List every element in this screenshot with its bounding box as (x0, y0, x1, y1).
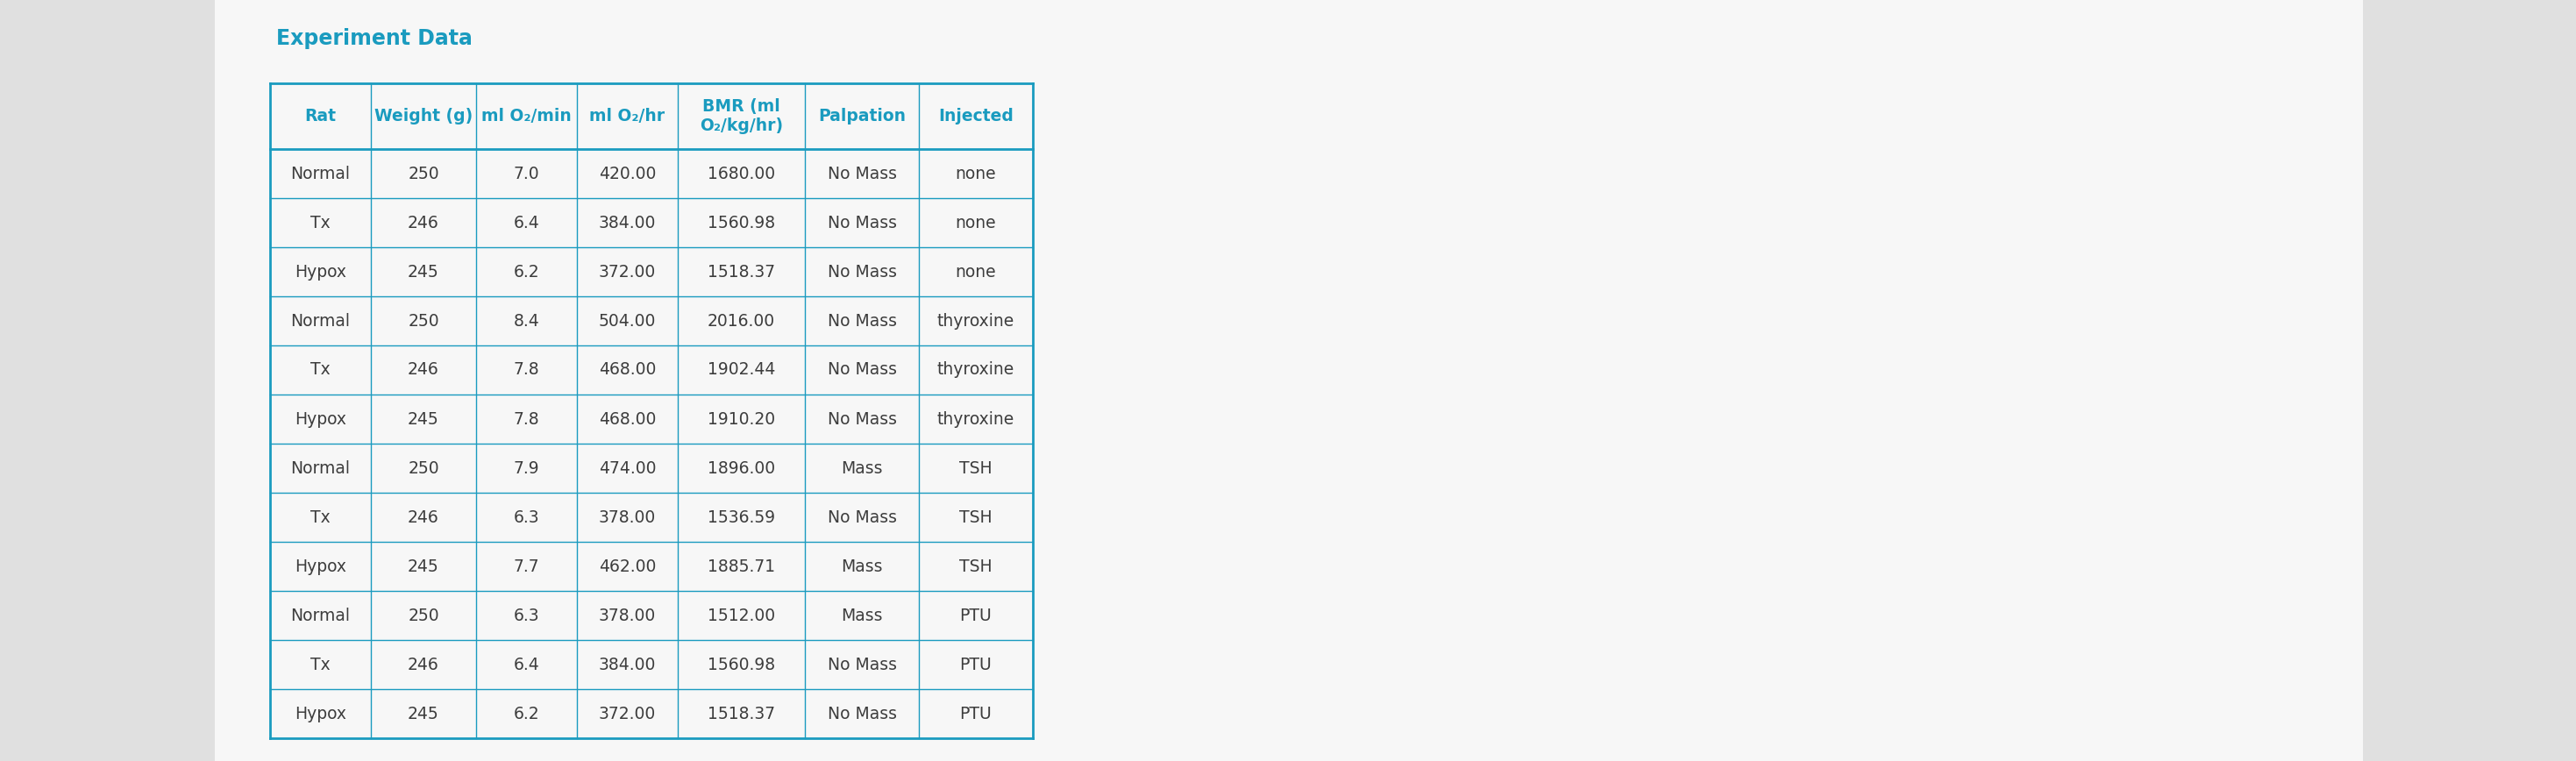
Text: thyroxine: thyroxine (938, 313, 1015, 330)
Text: 1902.44: 1902.44 (708, 361, 775, 378)
Text: No Mass: No Mass (827, 656, 896, 673)
Text: 1560.98: 1560.98 (708, 215, 775, 231)
Text: 1518.37: 1518.37 (708, 263, 775, 280)
Text: 6.3: 6.3 (513, 607, 538, 624)
Text: BMR (ml
O₂/kg/hr): BMR (ml O₂/kg/hr) (701, 98, 783, 134)
Text: Rat: Rat (304, 108, 337, 125)
Text: No Mass: No Mass (827, 509, 896, 526)
Text: No Mass: No Mass (827, 215, 896, 231)
Text: 1518.37: 1518.37 (708, 705, 775, 722)
Text: 468.00: 468.00 (598, 361, 657, 378)
Text: ml O₂/hr: ml O₂/hr (590, 108, 665, 125)
Text: 1885.71: 1885.71 (708, 558, 775, 575)
Text: 250: 250 (407, 607, 438, 624)
Text: 6.4: 6.4 (513, 656, 538, 673)
Text: Tx: Tx (312, 656, 330, 673)
Text: 7.7: 7.7 (513, 558, 538, 575)
Text: none: none (956, 215, 997, 231)
Text: Hypox: Hypox (294, 558, 345, 575)
Text: 250: 250 (407, 460, 438, 476)
Text: thyroxine: thyroxine (938, 411, 1015, 428)
Text: 245: 245 (407, 705, 438, 722)
Text: Normal: Normal (291, 607, 350, 624)
Text: Tx: Tx (312, 215, 330, 231)
Text: 384.00: 384.00 (598, 215, 657, 231)
Text: No Mass: No Mass (827, 705, 896, 722)
Text: thyroxine: thyroxine (938, 361, 1015, 378)
Text: 245: 245 (407, 411, 438, 428)
Text: 250: 250 (407, 165, 438, 182)
Text: No Mass: No Mass (827, 165, 896, 182)
Text: 378.00: 378.00 (598, 509, 657, 526)
Text: Normal: Normal (291, 165, 350, 182)
Text: 7.9: 7.9 (513, 460, 538, 476)
Text: 1896.00: 1896.00 (708, 460, 775, 476)
Text: 1680.00: 1680.00 (708, 165, 775, 182)
Text: 1910.20: 1910.20 (708, 411, 775, 428)
Text: Experiment Data: Experiment Data (276, 28, 471, 49)
Text: Tx: Tx (312, 361, 330, 378)
Text: 372.00: 372.00 (598, 263, 657, 280)
Text: 1560.98: 1560.98 (708, 656, 775, 673)
Text: 1536.59: 1536.59 (708, 509, 775, 526)
Text: Weight (g): Weight (g) (374, 108, 474, 125)
Text: none: none (956, 165, 997, 182)
Text: 246: 246 (407, 509, 438, 526)
Text: 420.00: 420.00 (598, 165, 657, 182)
Text: 6.3: 6.3 (513, 509, 538, 526)
Text: 6.2: 6.2 (513, 705, 538, 722)
Text: 7.8: 7.8 (513, 411, 538, 428)
Text: 378.00: 378.00 (598, 607, 657, 624)
Text: Palpation: Palpation (819, 108, 907, 125)
Text: TSH: TSH (958, 509, 992, 526)
Text: 384.00: 384.00 (598, 656, 657, 673)
Text: PTU: PTU (961, 656, 992, 673)
Text: TSH: TSH (958, 460, 992, 476)
Text: none: none (956, 263, 997, 280)
Text: 246: 246 (407, 656, 438, 673)
Text: 1512.00: 1512.00 (708, 607, 775, 624)
Text: TSH: TSH (958, 558, 992, 575)
Text: 468.00: 468.00 (598, 411, 657, 428)
Text: 474.00: 474.00 (598, 460, 657, 476)
Text: No Mass: No Mass (827, 313, 896, 330)
Text: Normal: Normal (291, 313, 350, 330)
Text: 246: 246 (407, 215, 438, 231)
Text: ml O₂/min: ml O₂/min (482, 108, 572, 125)
Text: Hypox: Hypox (294, 263, 345, 280)
Text: 7.8: 7.8 (513, 361, 538, 378)
Text: Mass: Mass (840, 558, 884, 575)
Text: PTU: PTU (961, 705, 992, 722)
Text: Injected: Injected (938, 108, 1012, 125)
Text: 462.00: 462.00 (598, 558, 657, 575)
Text: No Mass: No Mass (827, 263, 896, 280)
Text: 245: 245 (407, 263, 438, 280)
Text: 8.4: 8.4 (513, 313, 538, 330)
Text: 6.2: 6.2 (513, 263, 538, 280)
Text: No Mass: No Mass (827, 361, 896, 378)
Text: 372.00: 372.00 (598, 705, 657, 722)
Text: 245: 245 (407, 558, 438, 575)
Text: 250: 250 (407, 313, 438, 330)
Text: 2016.00: 2016.00 (708, 313, 775, 330)
Text: 504.00: 504.00 (598, 313, 657, 330)
Text: PTU: PTU (961, 607, 992, 624)
Text: 7.0: 7.0 (513, 165, 538, 182)
Text: 246: 246 (407, 361, 438, 378)
Text: Mass: Mass (840, 607, 884, 624)
Text: 6.4: 6.4 (513, 215, 538, 231)
Text: Hypox: Hypox (294, 705, 345, 722)
Text: Mass: Mass (840, 460, 884, 476)
Text: Hypox: Hypox (294, 411, 345, 428)
Text: Tx: Tx (312, 509, 330, 526)
Text: Normal: Normal (291, 460, 350, 476)
Text: No Mass: No Mass (827, 411, 896, 428)
